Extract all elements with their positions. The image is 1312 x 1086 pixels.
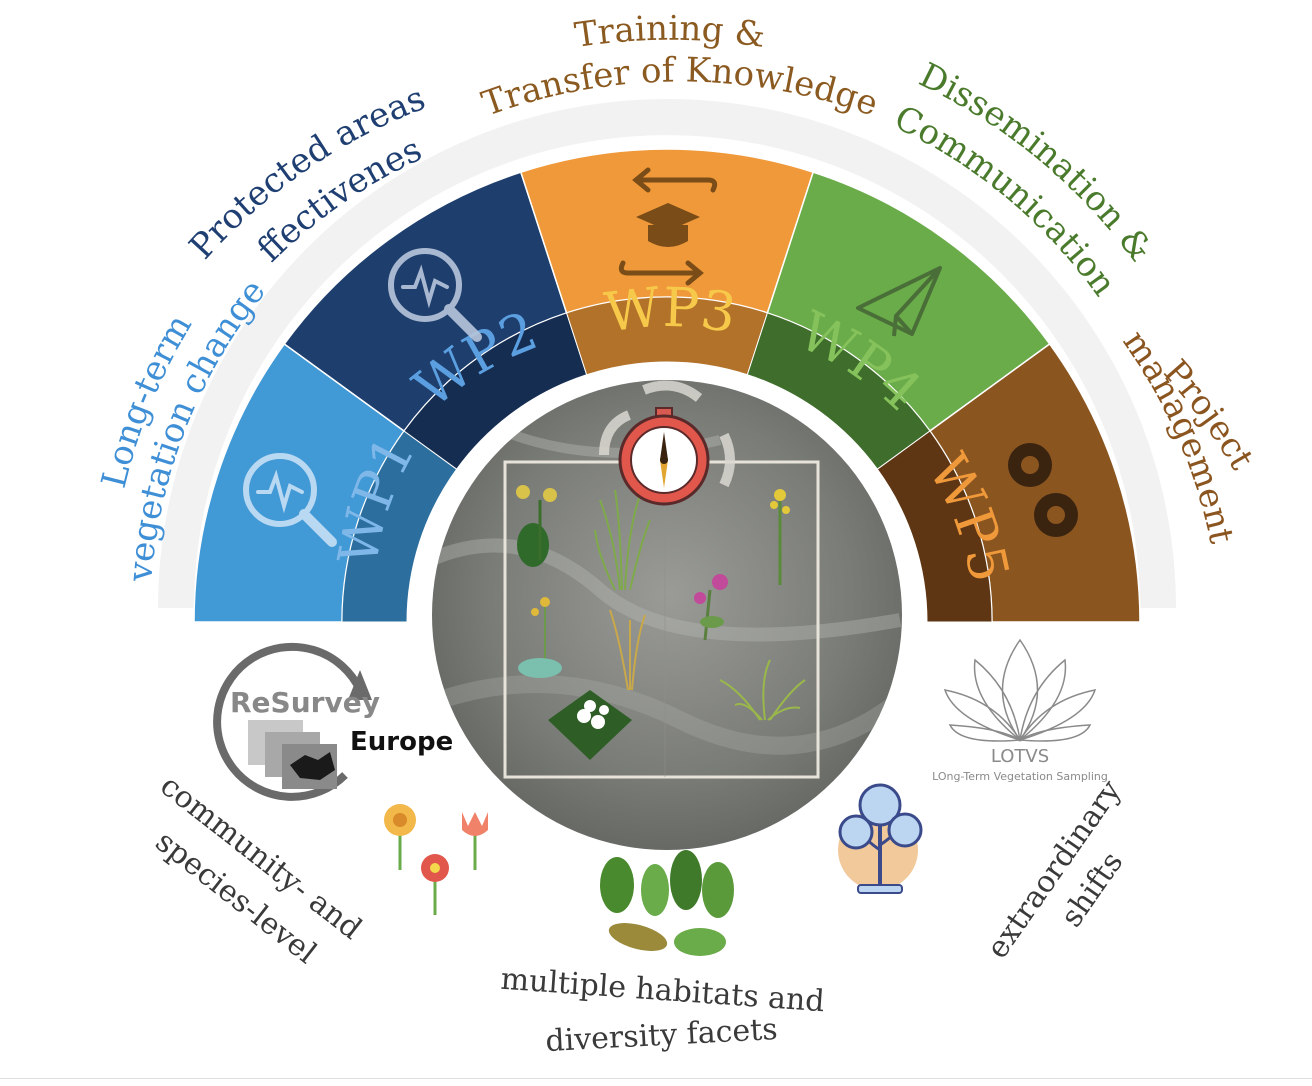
wp5-inner-band [876, 430, 993, 623]
wp3-title-line1: Training & [572, 9, 767, 56]
gears-icon [1008, 443, 1078, 537]
flowers-icon [384, 804, 488, 915]
plant-yellow-crucifer [770, 489, 790, 585]
plant-sedge [609, 609, 646, 691]
plant-thistle [694, 574, 728, 641]
plant-tussock [719, 659, 806, 721]
bottom-divider [0, 1078, 1312, 1079]
magnifier-chart-icon [243, 453, 337, 547]
stopwatch-cycle-icon [599, 380, 735, 506]
wp3-title-line1-path: Training & [572, 9, 767, 56]
middle-label-line1: multiple habitats and [500, 962, 826, 1020]
resurvey-europe-logo: ReSurvey Europe [213, 642, 453, 801]
vegetation-plot-photo [427, 375, 907, 855]
resurvey-word: ReSurvey [230, 686, 380, 719]
middle-label-line2: diversity facets [545, 1012, 779, 1059]
tree-icon [838, 783, 923, 894]
paper-plane-icon [856, 266, 942, 337]
graduation-cap-cycle-icon [618, 167, 718, 286]
leaves-icon [600, 850, 734, 956]
wp3-label-path: WP3 [601, 275, 740, 345]
plant-yellow-flowers [518, 597, 562, 678]
wp3-label: WP3 [601, 275, 740, 345]
magnifier-chart-icon [388, 248, 482, 342]
plant-white-flowers [548, 690, 632, 760]
resurvey-europe-word: Europe [350, 727, 453, 757]
lotvs-logo: LOTVS LOng-Term Vegetation Sampling [932, 638, 1108, 783]
plant-lady-slipper [516, 485, 557, 567]
lotvs-title: LOTVS [991, 746, 1049, 767]
plant-grass [594, 489, 651, 591]
lotvs-subtitle: LOng-Term Vegetation Sampling [932, 770, 1108, 783]
